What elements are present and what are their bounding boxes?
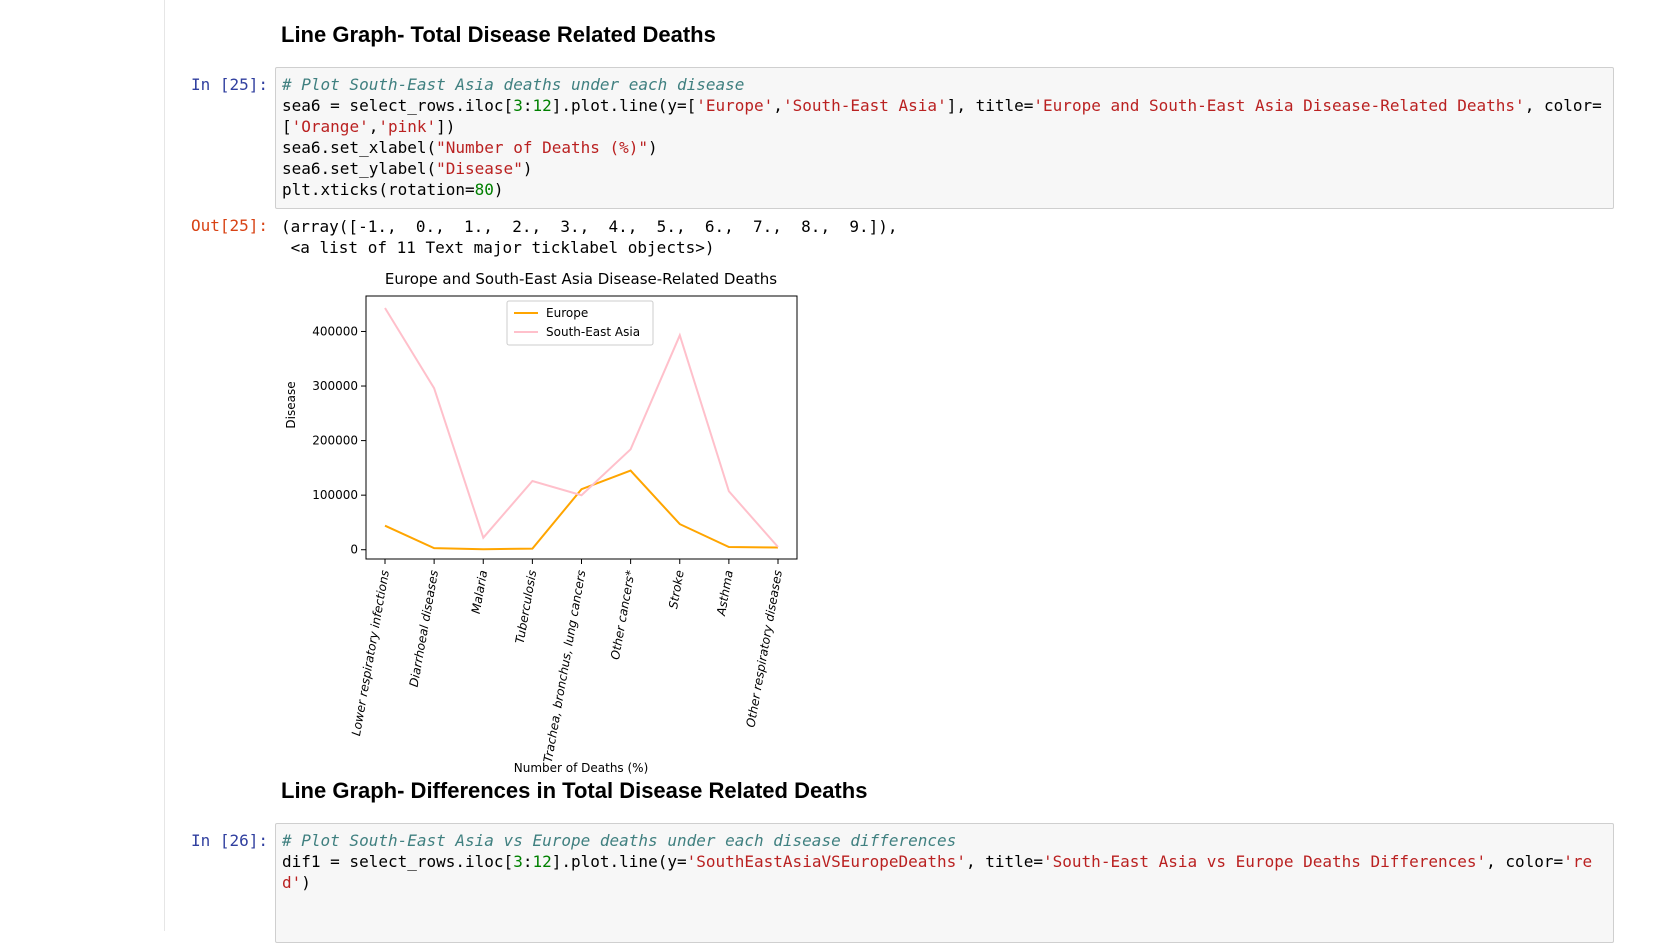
code-token: "Disease" — [436, 159, 523, 178]
code-token: dif1 = select_rows.iloc[ — [282, 852, 514, 871]
code-token: # Plot South-East Asia deaths under each… — [282, 75, 745, 94]
code-token: ) — [493, 180, 504, 199]
input-prompt-26: In [26]: — [191, 831, 269, 850]
code-editor-26[interactable]: # Plot South-East Asia vs Europe deaths … — [276, 824, 1613, 893]
code-token: 'Europe and South-East Asia Disease-Rela… — [1033, 96, 1525, 115]
y-tick-label: 0 — [350, 543, 358, 557]
legend-label-europe: Europe — [546, 306, 588, 320]
code-editor-25[interactable]: # Plot South-East Asia deaths under each… — [276, 68, 1613, 200]
code-token: , color= — [1524, 96, 1602, 115]
y-tick-label: 300000 — [312, 379, 358, 393]
code-token: 'South-East Asia' — [782, 96, 947, 115]
code-token: 're — [1563, 852, 1593, 871]
y-axis-label: Disease — [284, 381, 298, 428]
code-token: ].plot.line(y= — [551, 852, 687, 871]
notebook-gutter-divider — [164, 0, 165, 931]
code-token: 'Orange' — [291, 117, 369, 136]
code-token: , title= — [965, 852, 1044, 871]
code-token: , color= — [1486, 852, 1564, 871]
series-lines — [384, 307, 779, 551]
code-token: 'SouthEastAsiaVSEuropeDeaths' — [686, 852, 966, 871]
legend: Europe South-East Asia — [506, 300, 654, 346]
code-token: : — [522, 852, 533, 871]
y-tick-label: 200000 — [312, 434, 358, 448]
x-axis: Lower respiratory infections Diarrhoeal d… — [349, 559, 785, 764]
code-cell-26[interactable]: # Plot South-East Asia vs Europe deaths … — [275, 823, 1614, 943]
y-tick-label: 100000 — [312, 488, 358, 502]
series-line-south-east-asia — [384, 307, 779, 548]
x-tick-label: Other respiratory diseases — [743, 569, 784, 728]
code-token: 3 — [513, 852, 523, 871]
x-tick-label: Lower respiratory infections — [349, 569, 392, 737]
code-token: [ — [282, 117, 292, 136]
code-token: 'pink' — [378, 117, 437, 136]
code-token: : — [522, 96, 533, 115]
code-token: 12 — [532, 852, 552, 871]
code-token: 'South-East Asia vs Europe Deaths Differ… — [1043, 852, 1487, 871]
x-tick-label: Malaria — [469, 569, 490, 615]
code-token: ) — [522, 159, 533, 178]
x-axis-label: Number of Deaths (%) — [514, 761, 649, 775]
code-token: ) — [648, 138, 658, 157]
code-token: ], title= — [946, 96, 1034, 115]
code-token: ]) — [436, 117, 456, 136]
series-line-europe — [384, 469, 779, 551]
code-token: "Number of Deaths (%)" — [436, 138, 649, 157]
code-token: 80 — [474, 180, 494, 199]
x-tick-label: Diarrhoeal diseases — [407, 569, 441, 688]
markdown-heading-total-deaths: Line Graph- Total Disease Related Deaths — [281, 22, 716, 47]
code-token: # Plot South-East Asia vs Europe deaths … — [282, 831, 957, 850]
code-token: ) — [301, 873, 311, 892]
line-chart: Europe and South-East Asia Disease-Relat… — [284, 270, 798, 775]
x-tick-label: Asthma — [714, 569, 736, 618]
input-prompt-25: In [25]: — [191, 75, 269, 94]
output-prompt-25: Out[25]: — [191, 216, 269, 235]
legend-label-south-east-asia: South-East Asia — [546, 325, 640, 339]
code-token: plt.xticks(rotation= — [282, 180, 475, 199]
legend-box — [506, 300, 654, 346]
code-token: d' — [282, 873, 302, 892]
code-token: , — [773, 96, 783, 115]
x-tick-label: Stroke — [666, 569, 687, 610]
code-token: sea6 = select_rows.iloc[ — [282, 96, 514, 115]
chart-title: Europe and South-East Asia Disease-Relat… — [385, 270, 777, 288]
code-token: sea6.set_ylabel( — [282, 159, 437, 178]
code-token: 12 — [532, 96, 552, 115]
code-token: 'Europe' — [696, 96, 774, 115]
code-token: , — [368, 117, 379, 136]
x-tick-label: Tuberculosis — [513, 569, 540, 645]
code-token: ].plot.line(y=[ — [551, 96, 697, 115]
code-token: 3 — [513, 96, 523, 115]
code-token: sea6.set_xlabel( — [282, 138, 437, 157]
markdown-heading-differences: Line Graph- Differences in Total Disease… — [281, 778, 868, 803]
x-tick-label: Trachea, bronchus, lung cancers — [541, 569, 589, 764]
x-tick-label: Other cancers* — [608, 569, 638, 661]
output-text-25: (array([-1., 0., 1., 2., 3., 4., 5., 6.,… — [281, 217, 898, 257]
y-axis: 0 100000 200000 300000 400000 — [312, 324, 366, 557]
code-cell-25[interactable]: # Plot South-East Asia deaths under each… — [275, 67, 1614, 209]
y-tick-label: 400000 — [312, 324, 358, 338]
